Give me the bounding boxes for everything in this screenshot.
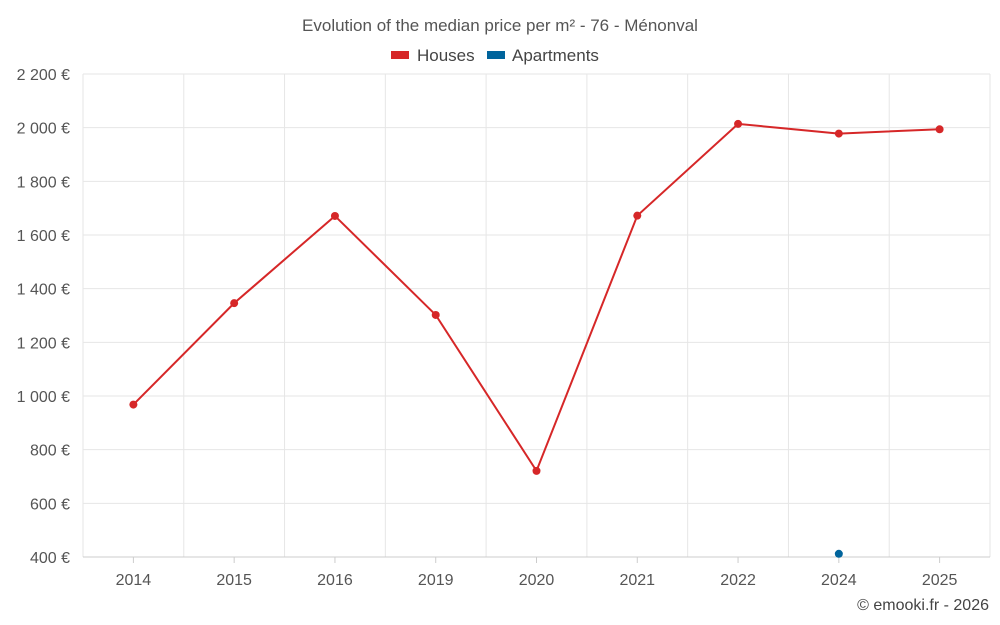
y-tick-label: 600 € [30, 496, 70, 513]
legend-item-apartments[interactable]: Apartments [487, 46, 599, 65]
x-tick-label: 2020 [519, 572, 555, 589]
credit-text: © emooki.fr - 2026 [857, 597, 989, 614]
data-point-houses[interactable] [432, 311, 440, 319]
axes: 400 € 600 € 800 € 1 000 € 1 200 € 1 400 € 1 60… [17, 67, 990, 589]
legend-label-houses: Houses [417, 46, 475, 65]
legend-swatch-houses [391, 51, 409, 59]
x-tick-label: 2019 [418, 572, 454, 589]
data-point-houses[interactable] [633, 212, 641, 220]
y-tick-label: 2 000 € [17, 121, 70, 138]
x-tick-label: 2016 [317, 572, 353, 589]
legend-item-houses[interactable]: Houses [391, 46, 475, 65]
data-point-houses[interactable] [129, 401, 137, 409]
data-point-houses[interactable] [734, 120, 742, 128]
data-point-houses[interactable] [835, 130, 843, 138]
y-tick-label: 1 000 € [17, 389, 70, 406]
x-tick-label: 2014 [116, 572, 152, 589]
y-tick-label: 1 400 € [17, 282, 70, 299]
x-tick-label: 2022 [720, 572, 756, 589]
x-tick-label: 2015 [216, 572, 252, 589]
y-tick-label: 800 € [30, 443, 70, 460]
data-point-houses[interactable] [936, 125, 944, 133]
data-point-houses[interactable] [230, 299, 238, 307]
data-point-houses[interactable] [533, 467, 541, 475]
series-line-houses [133, 124, 939, 471]
y-tick-label: 1 200 € [17, 335, 70, 352]
grid [83, 74, 990, 557]
chart-title: Evolution of the median price per m² - 7… [302, 16, 698, 35]
legend: Houses Apartments [391, 46, 599, 65]
data-point-houses[interactable] [331, 212, 339, 220]
data-point-apartments[interactable] [835, 550, 843, 558]
x-tick-label: 2024 [821, 572, 857, 589]
y-tick-label: 1 800 € [17, 174, 70, 191]
y-tick-label: 2 200 € [17, 67, 70, 84]
y-tick-label: 400 € [30, 550, 70, 567]
y-tick-label: 1 600 € [17, 228, 70, 245]
series [129, 120, 943, 558]
x-tick-label: 2021 [619, 572, 655, 589]
legend-swatch-apartments [487, 51, 505, 59]
x-tick-label: 2025 [922, 572, 958, 589]
legend-label-apartments: Apartments [512, 46, 599, 65]
